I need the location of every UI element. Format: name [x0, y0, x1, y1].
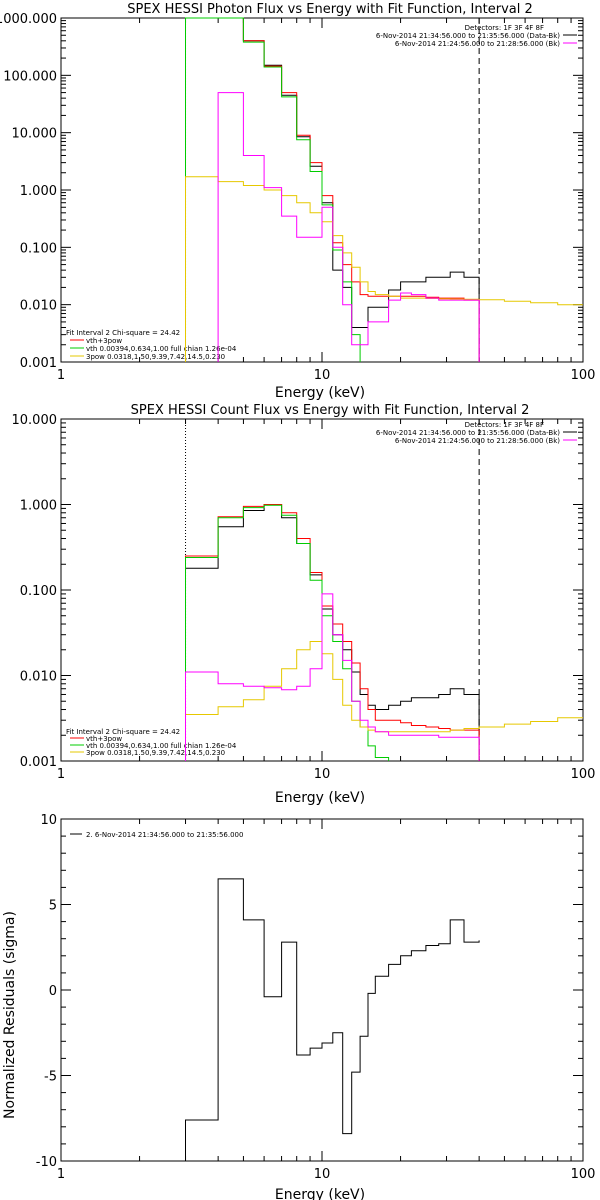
- series-line-4: [185, 176, 583, 362]
- y-tick-label: 0.010: [20, 299, 57, 314]
- y-tick-label: 0.010: [20, 670, 57, 685]
- y-tick-label: 1.000: [20, 184, 57, 199]
- series-line-4: [185, 641, 583, 761]
- panel-2-legend-fit: Fit Interval 2 Chi-square = 24.42: [66, 728, 180, 736]
- series-line-2: [185, 17, 480, 362]
- panel-3-ylabel: Normalized Residuals (sigma): [2, 911, 18, 1119]
- panel-2-legend-detectors: Detectors: 1F 3F 4F 8F: [465, 421, 544, 429]
- residuals-panel: 2. 6-Nov-2014 21:34:56.000 to 21:35:56.0…: [2, 831, 365, 1200]
- x-tick-label: 10: [314, 767, 331, 782]
- x-tick-label: 100: [571, 767, 596, 782]
- series-line-3: [185, 504, 390, 761]
- panel-2-legend-bk: 6-Nov-2014 21:24:56.000 to 21:28:56.000 …: [395, 437, 560, 445]
- panel-2-legend-data: 6-Nov-2014 21:34:56.000 to 21:35:56.000 …: [376, 429, 560, 437]
- panel-3-legend: 2. 6-Nov-2014 21:34:56.000 to 21:35:56.0…: [86, 831, 243, 839]
- panel-2-title: SPEX HESSI Count Flux vs Energy with Fit…: [131, 403, 530, 418]
- y-tick-label: 1.000: [20, 499, 57, 514]
- panel-1-legend-vth: vth 0.00394,0.634,1.00 full chian 1.26e-…: [86, 345, 237, 353]
- plot-area-1: 1 10 100 0.001 0.010 0.100 1.000 10.000 100.000 1…: [0, 12, 595, 383]
- panel-1-legend-data: 6-Nov-2014 21:34:56.000 to 21:35:56.000 …: [376, 32, 560, 40]
- x-tick-label: 100: [571, 1167, 596, 1182]
- y-tick-label: 10.000: [12, 413, 58, 428]
- count-flux-panel: SPEX HESSI Count Flux vs Energy with Fit…: [66, 403, 560, 806]
- panel-1-legend-3pow: 3pow 0.0318,1.50,9.39,7.42,14.5,0.230: [86, 353, 225, 361]
- x-tick-label: 100: [571, 368, 596, 383]
- panel-2-legend-model: vth+3pow: [86, 735, 122, 743]
- panel-1-legend-bottom-left: Fit Interval 2 Chi-square = 24.42 vth+3p…: [66, 329, 237, 361]
- series-line-5: [217, 92, 480, 362]
- y-tick-label: 0.001: [20, 356, 57, 371]
- series-line-5: [185, 593, 480, 761]
- y-tick-label: -5: [44, 1070, 57, 1085]
- panel-2-legend-vth: vth 0.00394,0.634,1.00 full chian 1.26e-…: [86, 742, 237, 750]
- panel-1-legend-top-right: Detectors: 1F 3F 4F 8F 6-Nov-2014 21:34:…: [376, 24, 560, 48]
- plot-area-3: 1 10 100 -10 -5 0 5 10: [36, 813, 596, 1182]
- y-tick-label: 100.000: [3, 69, 57, 84]
- x-tick-label: 1: [57, 368, 65, 383]
- y-tick-label: 10: [40, 813, 57, 828]
- x-tick-label: 1: [57, 767, 65, 782]
- series-line-1: [185, 17, 480, 362]
- series-line-1: [185, 878, 480, 1161]
- y-tick-label: 0.001: [20, 755, 57, 770]
- y-tick-label: 0.100: [20, 584, 57, 599]
- y-tick-label: 0: [49, 984, 57, 999]
- series-line-3: [185, 17, 361, 362]
- panel-2-xlabel: Energy (keV): [275, 790, 365, 806]
- panel-3-xlabel: Energy (keV): [275, 1187, 365, 1200]
- y-tick-label: 10.000: [12, 127, 58, 142]
- panel-1-xlabel: Energy (keV): [275, 385, 365, 401]
- y-tick-label: 1000.000: [0, 12, 57, 27]
- panel-2-legend-bottom-left: Fit Interval 2 Chi-square = 24.42 vth+3p…: [66, 728, 237, 757]
- panel-2-legend-top-right: Detectors: 1F 3F 4F 8F 6-Nov-2014 21:34:…: [376, 421, 560, 445]
- x-tick-label: 1: [57, 1167, 65, 1182]
- panel-3-legend-item: 2. 6-Nov-2014 21:34:56.000 to 21:35:56.0…: [86, 831, 243, 839]
- y-tick-label: 0.100: [20, 241, 57, 256]
- y-tick-label: 5: [49, 899, 57, 914]
- panel-1-legend-bk: 6-Nov-2014 21:24:56.000 to 21:28:56.000 …: [395, 40, 560, 48]
- panel-1-legend-model: vth+3pow: [86, 337, 122, 345]
- y-tick-label: -10: [36, 1155, 57, 1170]
- photon-flux-panel: SPEX HESSI Photon Flux vs Energy with Fi…: [66, 2, 560, 401]
- axes-frame: [60, 818, 584, 1162]
- panel-1-legend-fit: Fit Interval 2 Chi-square = 24.42: [66, 329, 180, 337]
- plot-area-2: 1 10 100 0.001 0.010 0.100 1.000 10.000: [12, 413, 596, 782]
- x-tick-label: 10: [314, 1167, 331, 1182]
- x-tick-label: 10: [314, 368, 331, 383]
- panel-1-legend-detectors: Detectors: 1F 3F 4F 8F: [465, 24, 544, 32]
- panel-2-legend-3pow: 3pow 0.0318,1.50,9.39,7.42,14.5,0.230: [86, 749, 225, 757]
- panel-1-title: SPEX HESSI Photon Flux vs Energy with Fi…: [127, 2, 533, 17]
